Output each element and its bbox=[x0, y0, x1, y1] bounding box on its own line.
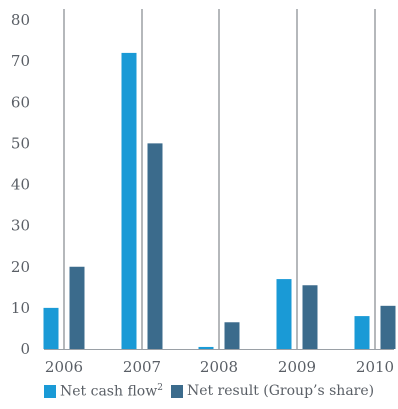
y-tick-label-50: 50 bbox=[11, 134, 30, 152]
y-tick-label-10: 10 bbox=[11, 299, 30, 317]
legend-swatch-net-cash-flow bbox=[44, 384, 56, 398]
bars bbox=[43, 52, 396, 350]
x-tick-label-2007: 2007 bbox=[123, 358, 161, 376]
bar-net-cash-flow-2006 bbox=[43, 307, 59, 349]
legend-item-net-cash-flow: Net cash flow2 bbox=[44, 383, 163, 400]
x-tick-label-2009: 2009 bbox=[278, 358, 316, 376]
x-tick-label-2008: 2008 bbox=[200, 358, 238, 376]
x-axis-ticks: 2006 2007 2008 2009 2010 bbox=[45, 358, 394, 376]
legend: Net cash flow2 Net result (Group’s share… bbox=[44, 383, 374, 400]
legend-label-net-cash-flow: Net cash flow2 bbox=[60, 383, 163, 400]
bar-net-cash-flow-2009 bbox=[276, 279, 292, 349]
legend-label-net-result: Net result (Group’s share) bbox=[186, 383, 375, 400]
y-axis-ticks: 0 10 20 30 40 50 60 70 80 bbox=[11, 11, 30, 358]
bar-net-result-2009 bbox=[302, 285, 318, 349]
grid-lines bbox=[63, 9, 376, 349]
bar-net-result-2010 bbox=[380, 305, 396, 349]
bar-net-cash-flow-2010 bbox=[354, 316, 370, 349]
legend-item-net-result: Net result (Group’s share) bbox=[170, 383, 375, 400]
y-tick-label-70: 70 bbox=[11, 52, 30, 70]
y-tick-label-80: 80 bbox=[11, 11, 30, 29]
bar-net-result-2008 bbox=[224, 322, 240, 349]
x-tick-label-2010: 2010 bbox=[356, 358, 394, 376]
x-tick-label-2006: 2006 bbox=[45, 358, 83, 376]
y-tick-label-30: 30 bbox=[11, 217, 30, 235]
y-tick-label-40: 40 bbox=[11, 176, 30, 194]
bar-net-cash-flow-2007 bbox=[121, 52, 137, 350]
bar-net-result-2006 bbox=[69, 266, 85, 349]
bar-net-result-2007 bbox=[147, 143, 163, 349]
y-tick-label-20: 20 bbox=[11, 258, 30, 276]
y-tick-label-60: 60 bbox=[11, 93, 30, 111]
legend-swatch-net-result bbox=[170, 384, 183, 398]
y-tick-label-0: 0 bbox=[20, 340, 30, 358]
bar-net-cash-flow-2008 bbox=[198, 346, 214, 349]
